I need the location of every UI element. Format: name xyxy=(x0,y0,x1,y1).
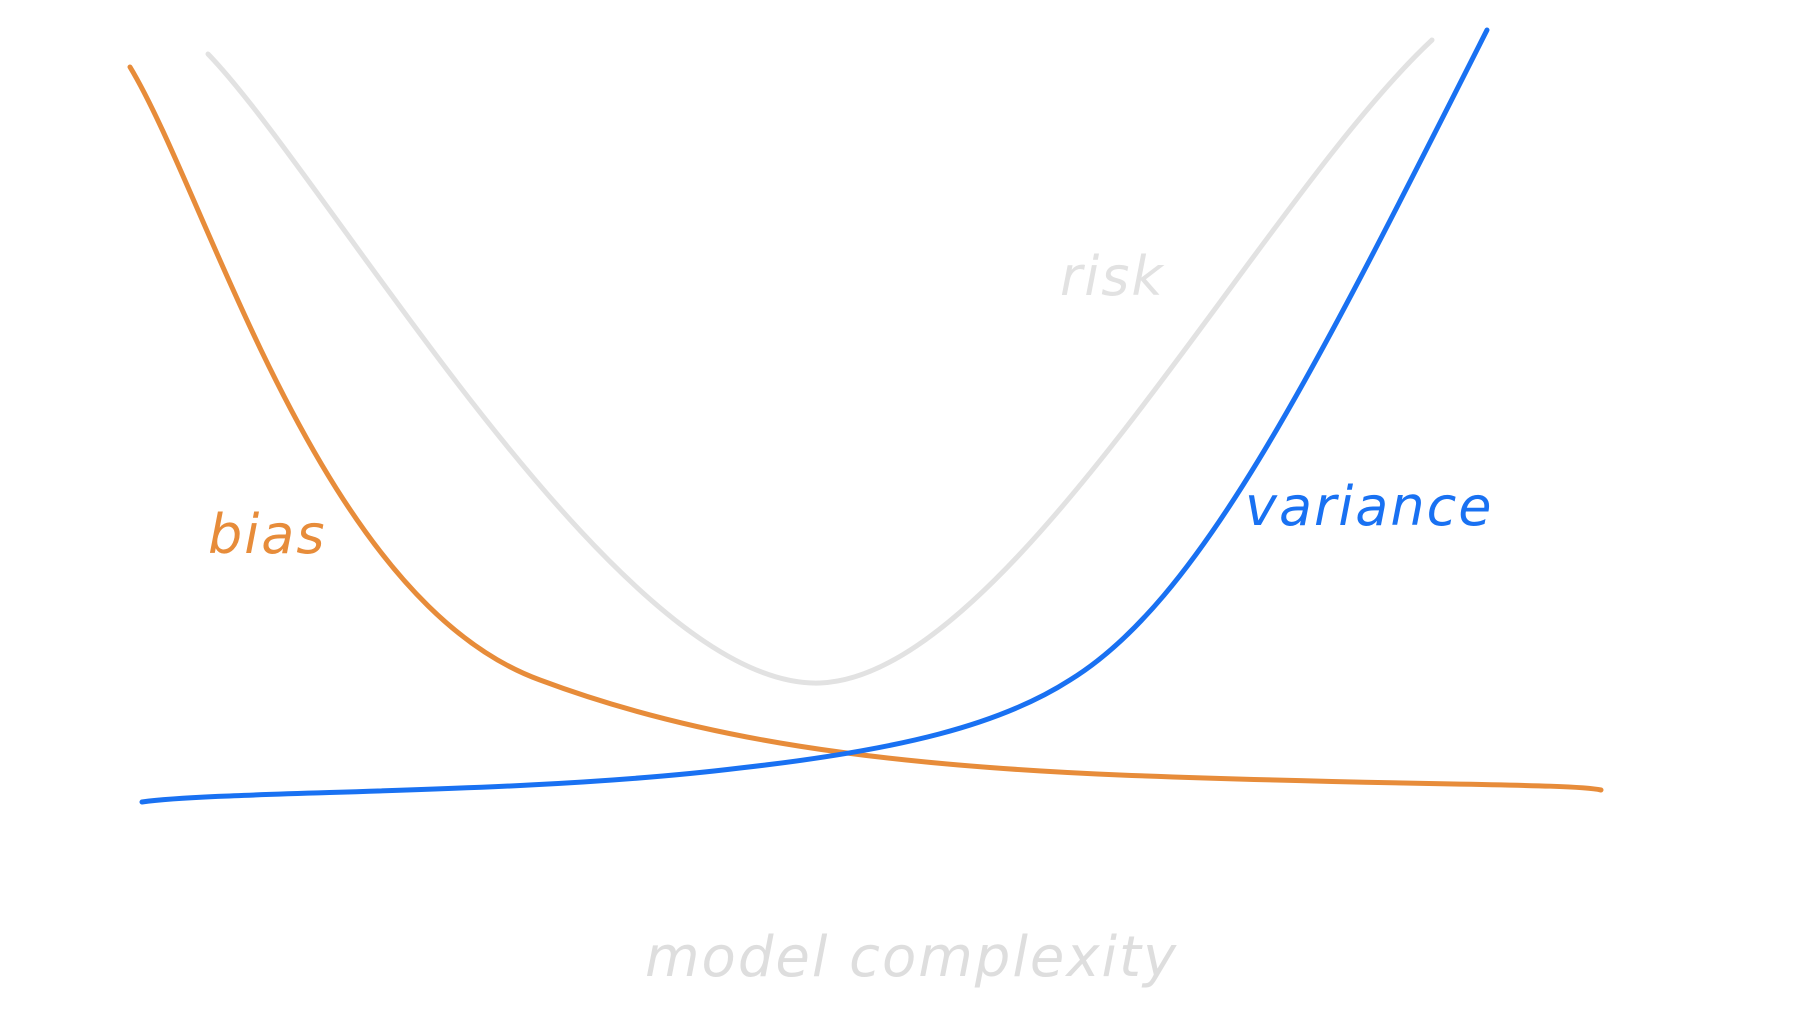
variance-label: variance xyxy=(1245,475,1493,538)
x-axis-label: model complexity xyxy=(645,925,1178,990)
bias-curve xyxy=(127,64,1604,793)
variance-curve xyxy=(139,27,1490,805)
risk-label: risk xyxy=(1060,245,1165,308)
bias-label: bias xyxy=(208,503,327,566)
risk-curve xyxy=(205,37,1435,686)
